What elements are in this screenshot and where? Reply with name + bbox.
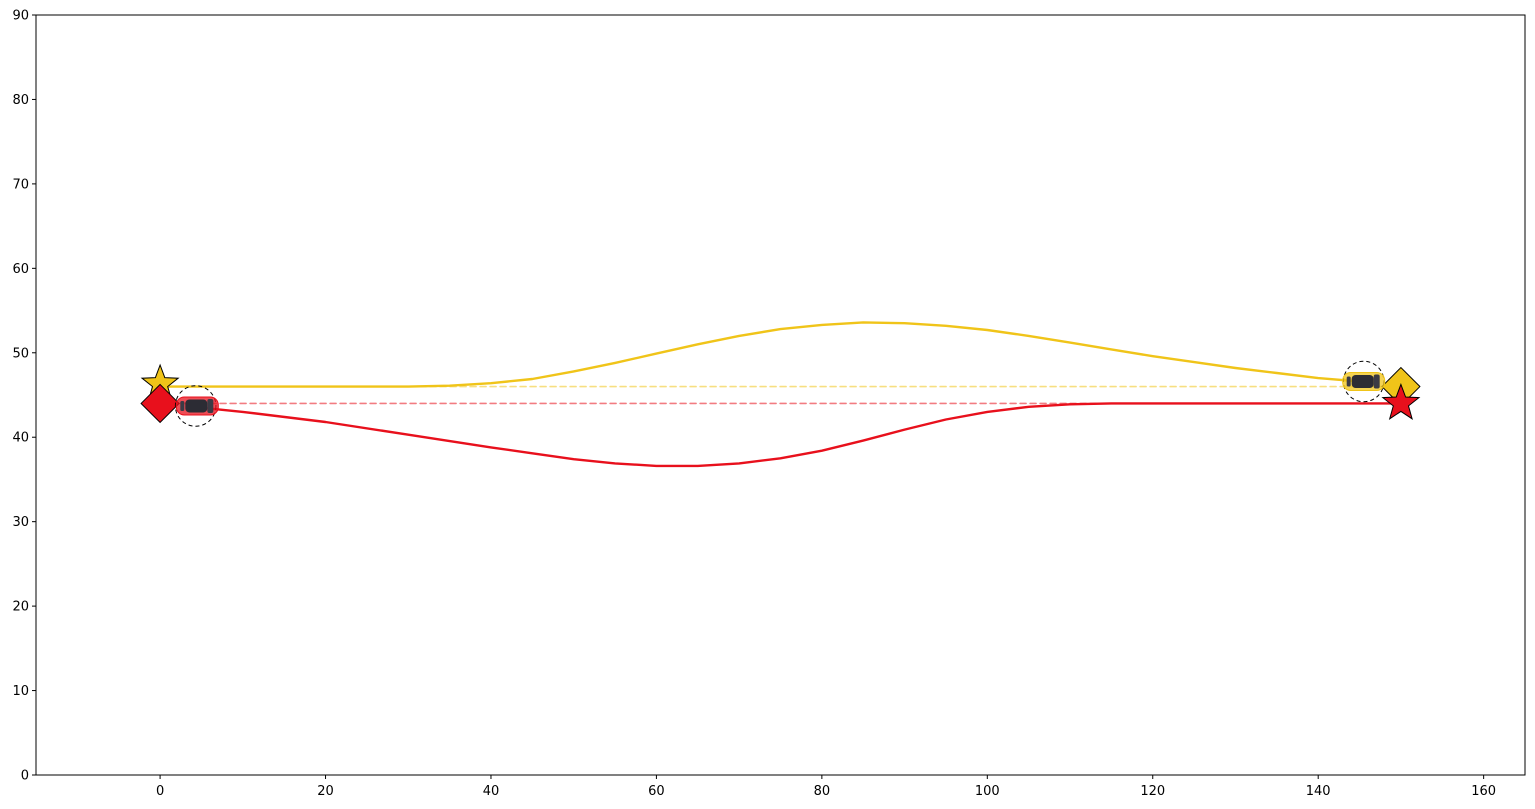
y-tick-label: 80 [12,93,29,108]
x-tick-label: 40 [483,784,500,799]
x-tick-label: 0 [156,784,164,799]
x-tick-label: 120 [1140,784,1165,799]
vehicle-cabin-0 [185,399,208,413]
diamond-marker-1 [140,383,180,424]
x-tick-label: 60 [648,784,665,799]
y-tick-label: 60 [12,262,29,277]
x-tick-label: 100 [975,784,1000,799]
x-tick-label: 140 [1306,784,1331,799]
vehicle-windshield-0 [207,398,214,413]
x-tick-label: 80 [814,784,831,799]
marker-layer [140,363,1421,424]
y-tick-label: 0 [21,769,29,784]
star-marker-3 [1381,382,1421,420]
trajectory-line-0 [158,321,1361,388]
x-tick-label: 160 [1471,784,1496,799]
y-tick-label: 30 [12,515,29,530]
vehicle-layer [174,360,1386,427]
vehicle-0 [175,396,219,416]
vehicle-1 [1342,371,1386,391]
trajectory-line-1 [200,402,1403,468]
y-tick-label: 40 [12,431,29,446]
y-tick-label: 50 [12,346,29,361]
vehicle-windshield-1 [1373,374,1380,389]
vehicle-rear-window-0 [180,400,185,411]
plot-frame [35,14,1526,776]
vehicle-cabin-1 [1351,374,1374,388]
vehicle-rear-window-1 [1346,376,1351,387]
axis-layer: 0 20 40 60 80 100 120 140 160 0 10 20 30 40 50 60 70 80 90 [12,9,1526,799]
y-tick-label: 90 [12,9,29,24]
data-layer [158,321,1403,468]
y-tick-label: 70 [12,177,29,192]
y-tick-label: 10 [12,684,29,699]
y-tick-label: 20 [12,600,29,615]
x-tick-label: 20 [317,784,334,799]
